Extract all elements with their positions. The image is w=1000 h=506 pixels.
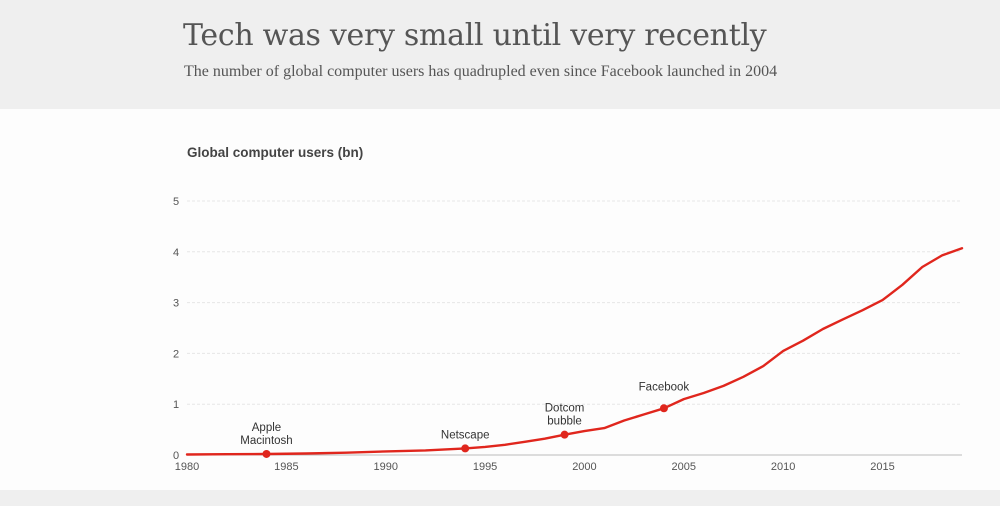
page-subtitle: The number of global computer users has … bbox=[184, 63, 778, 80]
annotation-label: bubble bbox=[547, 416, 582, 428]
annotation-label: Apple bbox=[252, 422, 281, 434]
y-tick-label: 2 bbox=[173, 348, 179, 360]
y-axis-label: Global computer users (bn) bbox=[187, 145, 364, 160]
x-tick-label: 2000 bbox=[572, 461, 596, 473]
y-tick-label: 0 bbox=[173, 450, 179, 462]
page-title: Tech was very small until very recently bbox=[183, 18, 767, 53]
footer-band bbox=[0, 490, 1000, 506]
y-tick-label: 3 bbox=[173, 298, 179, 310]
y-tick-label: 1 bbox=[173, 399, 179, 411]
annotation-point bbox=[262, 449, 271, 458]
x-tick-label: 1980 bbox=[175, 461, 199, 473]
annotation-label: Macintosh bbox=[240, 435, 292, 447]
annotation-point bbox=[461, 444, 470, 453]
gridlines bbox=[187, 200, 962, 456]
y-tick-labels: 0 1 2 3 4 5 bbox=[173, 196, 179, 462]
annotation-point bbox=[560, 430, 569, 439]
x-tick-label: 1995 bbox=[473, 461, 497, 473]
header-band: Tech was very small until very recently … bbox=[0, 0, 1000, 109]
x-tick-label: 1990 bbox=[373, 461, 397, 473]
series-group bbox=[185, 247, 964, 456]
series-line bbox=[185, 247, 964, 456]
x-tick-label: 2010 bbox=[771, 461, 795, 473]
x-tick-label: 1985 bbox=[274, 461, 298, 473]
annotation-point bbox=[659, 404, 668, 413]
annotation-label: Facebook bbox=[639, 381, 690, 393]
x-tick-label: 2005 bbox=[672, 461, 696, 473]
x-tick-label: 2015 bbox=[870, 461, 894, 473]
y-tick-label: 4 bbox=[173, 247, 179, 259]
x-tick-labels: 1980 1985 1990 1995 2000 2005 2010 2015 bbox=[175, 461, 895, 473]
annotation-label: Netscape bbox=[441, 429, 490, 441]
y-tick-label: 5 bbox=[173, 196, 179, 208]
annotation-label: Dotcom bbox=[545, 403, 585, 415]
